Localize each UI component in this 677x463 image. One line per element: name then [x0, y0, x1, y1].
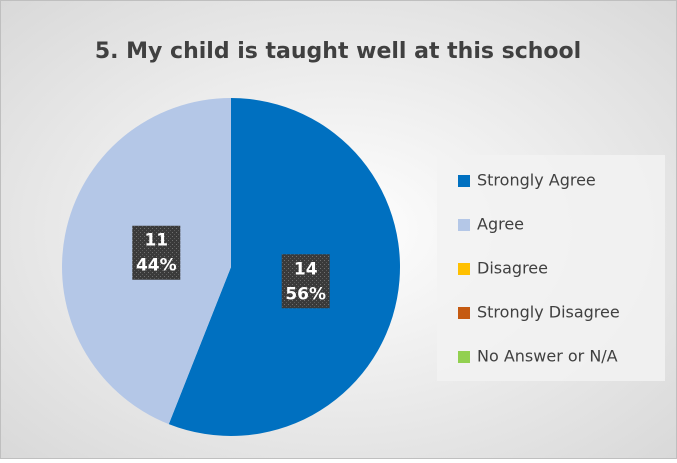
legend-label: No Answer or N/A [477, 347, 618, 366]
legend-label: Agree [477, 215, 524, 234]
data-label-box [281, 254, 330, 309]
legend-label: Strongly Disagree [477, 303, 620, 322]
legend-swatch [458, 307, 470, 319]
data-label: 14 [294, 259, 318, 279]
legend-box [437, 155, 665, 381]
data-label-box [132, 225, 181, 280]
legend-label: Disagree [477, 259, 548, 278]
legend-swatch [458, 263, 470, 275]
data-label: 56% [285, 284, 326, 304]
chart-title: 5. My child is taught well at this schoo… [95, 39, 581, 64]
legend-swatch [458, 351, 470, 363]
data-label: 11 [144, 231, 168, 251]
legend-swatch [458, 219, 470, 231]
data-label: 44% [136, 256, 177, 276]
legend-swatch [458, 175, 470, 187]
legend-label: Strongly Agree [477, 171, 596, 190]
